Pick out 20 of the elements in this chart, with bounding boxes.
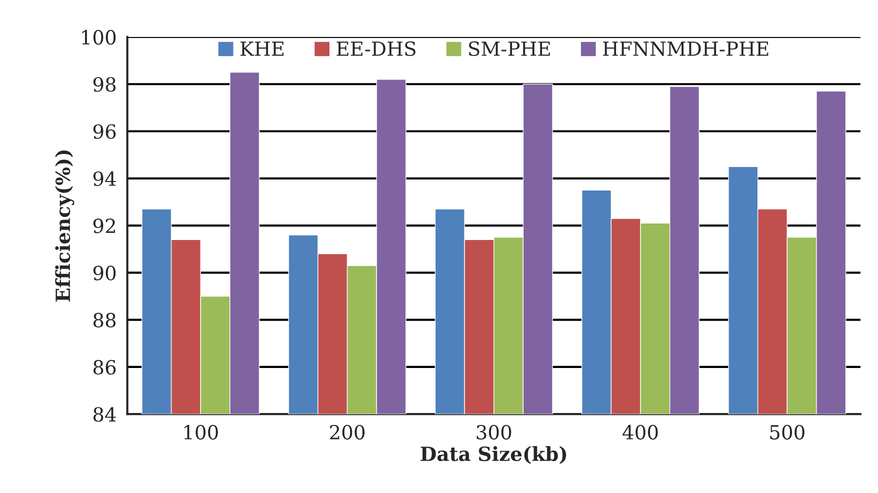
- x-tick-label: 300: [476, 424, 512, 440]
- y-axis-title: Efficiency(%)): [55, 150, 74, 302]
- y-tick-label: 98: [93, 77, 116, 92]
- legend-label: KHE: [240, 42, 284, 56]
- x-tick-label: 500: [770, 424, 804, 440]
- legend-label: HFNNMDH-PHE: [603, 42, 768, 56]
- y-tick-label: 100: [82, 30, 116, 45]
- y-tick-label: 94: [93, 171, 116, 186]
- y-tick-label: 92: [93, 218, 115, 234]
- y-tick-label: 96: [93, 124, 116, 139]
- y-tick-label: 86: [93, 360, 116, 375]
- x-tick-label: 100: [184, 424, 218, 440]
- legend-label: EE-DHS: [336, 41, 416, 56]
- x-tick-label: 200: [330, 424, 365, 440]
- y-tick-label: 90: [93, 266, 116, 280]
- x-axis-title: Data Size(kb): [420, 446, 566, 464]
- y-tick-label: 88: [93, 312, 116, 328]
- x-tick-label: 400: [622, 424, 658, 440]
- legend-label: SM-PHE: [469, 41, 550, 56]
- y-tick-label: 84: [93, 407, 116, 422]
